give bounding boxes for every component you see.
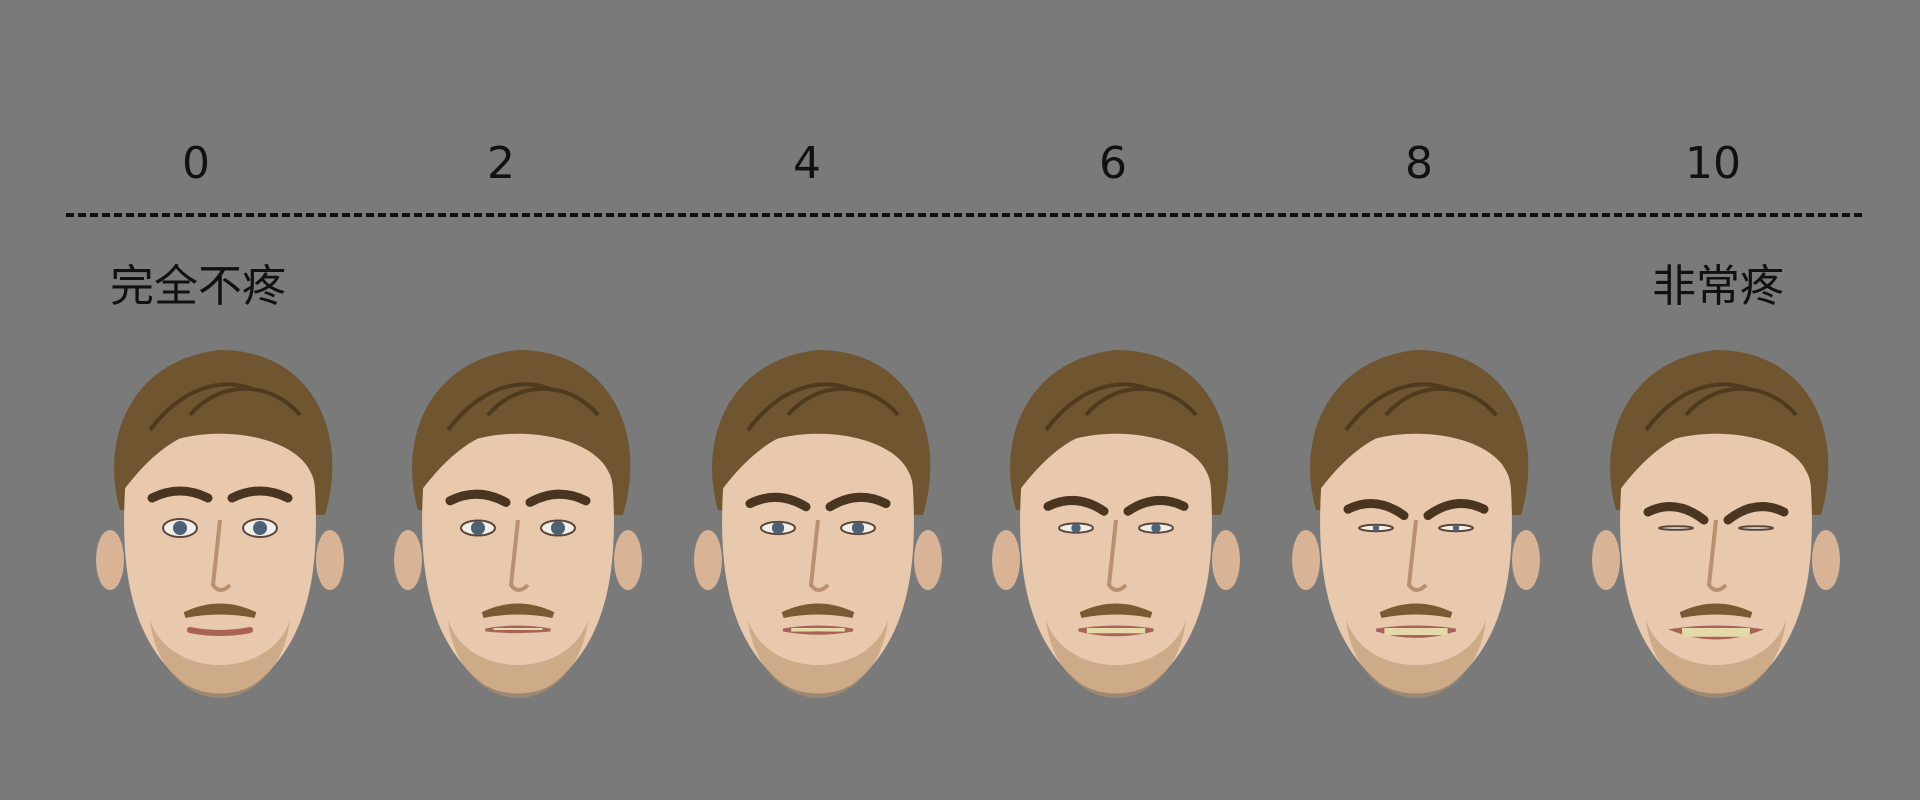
beard — [150, 620, 290, 698]
left-ear — [1592, 530, 1620, 590]
right-eyebrow — [825, 492, 891, 512]
face-neutral — [96, 350, 344, 698]
right-eyebrow — [525, 489, 591, 507]
hair-strands — [148, 382, 302, 432]
face-severe-grimace — [1592, 350, 1840, 698]
scale-number-6: 6 — [1099, 138, 1127, 189]
mouth — [1078, 625, 1154, 637]
left-eye — [162, 518, 198, 538]
left-eyebrow — [445, 489, 511, 507]
scale-number-4: 4 — [793, 138, 821, 189]
nose — [508, 519, 530, 592]
left-ear — [694, 530, 722, 590]
scale-number-0: 0 — [182, 138, 210, 189]
right-eyebrow — [1723, 502, 1789, 525]
left-eye — [1658, 525, 1694, 531]
nose — [1106, 519, 1128, 592]
left-ear — [992, 530, 1020, 590]
mouth — [187, 627, 253, 636]
face-mild-grimace — [694, 350, 942, 698]
left-eyebrow — [147, 486, 213, 503]
teeth — [1384, 628, 1448, 636]
scale-number-8: 8 — [1405, 138, 1433, 189]
right-eye — [540, 519, 576, 537]
left-ear — [96, 530, 124, 590]
right-ear — [1212, 530, 1240, 590]
moustache — [481, 603, 555, 618]
hair-strands — [446, 382, 600, 432]
right-ear — [914, 530, 942, 590]
face-skin — [422, 433, 614, 694]
dashed-divider — [66, 213, 1862, 217]
face-slight-wince — [394, 350, 642, 698]
right-eyebrow — [1123, 496, 1189, 516]
moustache — [183, 603, 257, 618]
right-ear — [1512, 530, 1540, 590]
right-eyebrow — [227, 486, 293, 503]
moustache — [781, 603, 855, 618]
hair-strands — [746, 382, 900, 432]
right-eye — [242, 518, 278, 538]
right-ear — [316, 530, 344, 590]
nose — [210, 519, 232, 592]
mouth — [485, 625, 551, 634]
hair-strands — [1344, 382, 1498, 432]
teeth — [1682, 628, 1750, 637]
face-skin — [1620, 433, 1812, 694]
scale-number-2: 2 — [487, 138, 515, 189]
nose — [808, 519, 830, 592]
right-ear — [1812, 530, 1840, 590]
teeth — [493, 628, 543, 630]
left-eyebrow — [745, 492, 811, 512]
beard — [448, 620, 588, 698]
mouth — [782, 625, 854, 635]
left-ear — [1292, 530, 1320, 590]
label-very-painful: 非常疼 — [1652, 261, 1784, 312]
right-eye — [1138, 522, 1174, 534]
mouth — [1668, 625, 1764, 640]
label-no-pain: 完全不疼 — [110, 261, 286, 312]
left-eyebrow — [1343, 499, 1409, 521]
hair-strands — [1044, 382, 1198, 432]
beard — [1046, 620, 1186, 698]
left-ear — [394, 530, 422, 590]
face-skin — [1320, 433, 1512, 694]
face-skin — [722, 433, 914, 694]
right-eye — [1438, 523, 1474, 533]
face-strong-grimace — [1292, 350, 1540, 698]
left-eye — [1358, 523, 1394, 533]
beard — [1646, 620, 1786, 698]
moustache — [1079, 603, 1153, 618]
beard — [1346, 620, 1486, 698]
mouth — [1375, 625, 1457, 638]
nose — [1706, 519, 1728, 592]
scale-number-10: 10 — [1685, 138, 1741, 189]
beard — [748, 620, 888, 698]
teeth — [1086, 628, 1146, 634]
right-eyebrow — [1423, 499, 1489, 521]
left-eyebrow — [1643, 502, 1709, 525]
right-eye — [840, 520, 876, 536]
left-eyebrow — [1043, 496, 1109, 516]
right-ear — [614, 530, 642, 590]
face-skin — [124, 433, 316, 694]
teeth — [791, 628, 845, 632]
nose — [1406, 519, 1428, 592]
moustache — [1679, 603, 1753, 618]
moustache — [1379, 603, 1453, 618]
face-skin — [1020, 433, 1212, 694]
left-eye — [460, 519, 496, 537]
right-eye — [1738, 525, 1774, 531]
face-grimace — [992, 350, 1240, 698]
hair-strands — [1644, 382, 1798, 432]
left-eye — [1058, 522, 1094, 534]
left-eye — [760, 520, 796, 536]
